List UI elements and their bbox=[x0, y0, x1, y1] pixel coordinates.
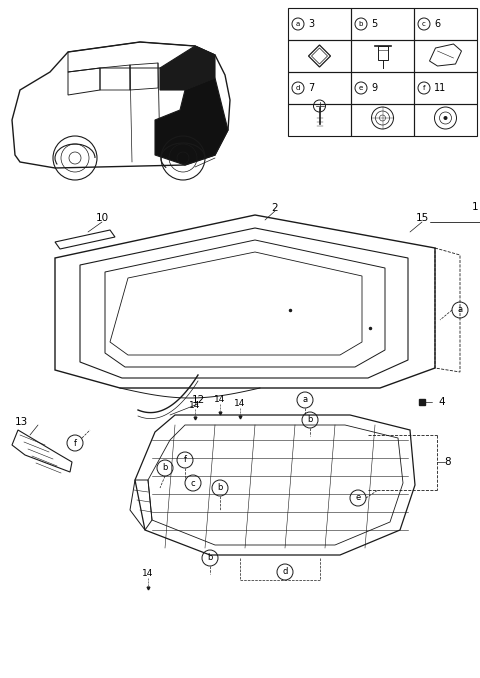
Bar bbox=[288, 72, 351, 104]
Text: b: b bbox=[207, 553, 213, 563]
Bar bbox=[414, 8, 477, 40]
Text: 1: 1 bbox=[472, 202, 478, 212]
Polygon shape bbox=[155, 78, 228, 165]
Text: 4: 4 bbox=[438, 397, 444, 407]
Bar bbox=[351, 104, 414, 136]
Text: b: b bbox=[217, 483, 223, 492]
Text: e: e bbox=[359, 85, 363, 91]
Text: 14: 14 bbox=[142, 570, 154, 578]
Bar bbox=[377, 46, 387, 60]
Text: b: b bbox=[359, 21, 363, 27]
Text: b: b bbox=[307, 416, 312, 424]
Text: 11: 11 bbox=[434, 83, 446, 93]
Text: 7: 7 bbox=[308, 83, 314, 93]
Bar bbox=[351, 72, 414, 104]
Bar bbox=[414, 104, 477, 136]
Text: 13: 13 bbox=[15, 417, 28, 427]
Text: 3: 3 bbox=[308, 19, 314, 29]
Text: 14: 14 bbox=[234, 399, 246, 409]
Text: 6: 6 bbox=[434, 19, 440, 29]
Text: a: a bbox=[302, 395, 308, 405]
Bar bbox=[351, 8, 414, 40]
Text: a: a bbox=[296, 21, 300, 27]
Text: f: f bbox=[183, 456, 187, 464]
Text: b: b bbox=[162, 464, 168, 473]
Text: 5: 5 bbox=[371, 19, 377, 29]
Text: e: e bbox=[355, 494, 360, 502]
Text: 8: 8 bbox=[444, 457, 451, 467]
Text: d: d bbox=[282, 567, 288, 576]
Text: 14: 14 bbox=[214, 395, 226, 405]
Text: 14: 14 bbox=[189, 401, 201, 410]
Text: 10: 10 bbox=[96, 213, 108, 223]
Circle shape bbox=[444, 116, 447, 120]
Text: c: c bbox=[191, 479, 195, 487]
Polygon shape bbox=[160, 46, 215, 90]
Bar bbox=[288, 40, 351, 72]
Text: 12: 12 bbox=[192, 395, 204, 405]
Text: f: f bbox=[423, 85, 425, 91]
Bar bbox=[351, 40, 414, 72]
Text: 2: 2 bbox=[272, 203, 278, 213]
Bar bbox=[414, 72, 477, 104]
Text: c: c bbox=[422, 21, 426, 27]
Text: a: a bbox=[457, 306, 463, 315]
Text: f: f bbox=[73, 439, 76, 447]
Text: 15: 15 bbox=[415, 213, 429, 223]
Bar bbox=[288, 8, 351, 40]
Text: d: d bbox=[296, 85, 300, 91]
Bar bbox=[414, 40, 477, 72]
Text: 9: 9 bbox=[371, 83, 377, 93]
Bar bbox=[288, 104, 351, 136]
